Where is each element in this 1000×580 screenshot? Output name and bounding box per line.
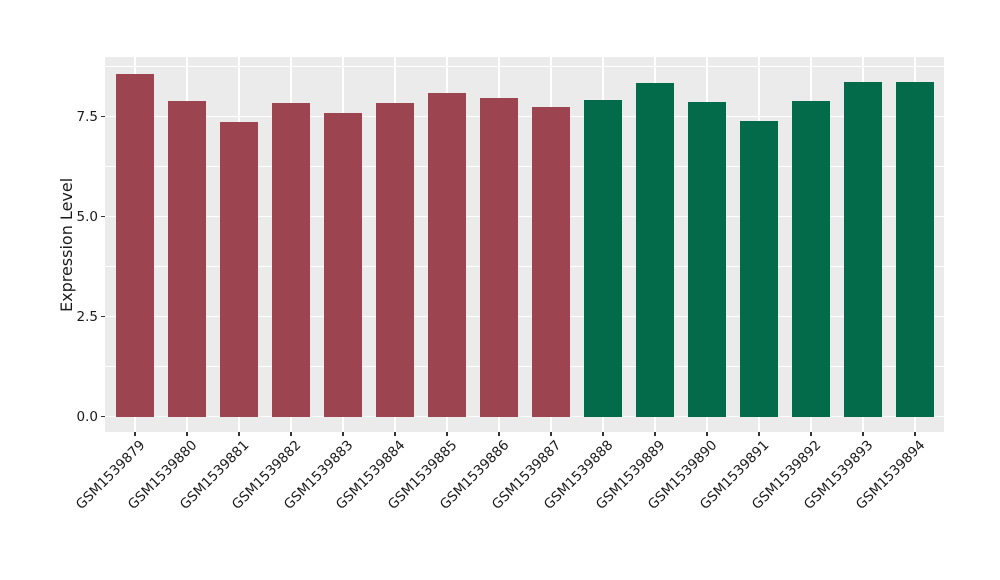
x-tick-mark (342, 431, 344, 436)
y-tick-mark (100, 115, 105, 118)
gridline-minor (105, 166, 944, 168)
bar (688, 102, 726, 417)
gridline-major (105, 116, 944, 118)
gridline-major (105, 416, 944, 418)
gridline-major (105, 216, 944, 218)
x-tick-mark (238, 431, 240, 436)
bar (792, 100, 830, 417)
x-tick-mark (446, 431, 448, 436)
bar (584, 100, 622, 417)
x-tick-mark (134, 431, 136, 436)
plot-panel (105, 57, 944, 432)
bar (532, 107, 570, 417)
gridline-minor (105, 366, 944, 368)
bar (740, 121, 778, 417)
x-tick-mark (914, 431, 916, 436)
gridline-major (105, 316, 944, 318)
x-tick-mark (290, 431, 292, 436)
y-tick-label: 5.0 (76, 208, 98, 225)
gridline-minor (105, 266, 944, 268)
x-tick-mark (810, 431, 812, 436)
bar (168, 100, 206, 417)
y-tick-label: 7.5 (76, 108, 98, 125)
x-tick-mark (550, 431, 552, 436)
bar (376, 102, 414, 417)
bar (636, 83, 674, 417)
x-tick-mark (602, 431, 604, 436)
y-tick-mark (100, 215, 105, 218)
bar (480, 98, 518, 417)
x-tick-mark (394, 431, 396, 436)
bar (324, 112, 362, 417)
y-tick-mark (100, 415, 105, 418)
y-tick-label: 0.0 (76, 408, 98, 425)
x-tick-mark (498, 431, 500, 436)
bar (896, 81, 934, 417)
bar (428, 93, 466, 417)
x-tick-mark (186, 431, 188, 436)
x-tick-mark (654, 431, 656, 436)
x-tick-mark (862, 431, 864, 436)
x-tick-mark (706, 431, 708, 436)
bar (220, 121, 258, 417)
bar (116, 73, 154, 417)
y-tick-label: 2.5 (76, 308, 98, 325)
gridline-minor (105, 66, 944, 68)
bar (272, 103, 310, 417)
y-tick-mark (100, 315, 105, 318)
bar (844, 81, 882, 417)
x-tick-mark (758, 431, 760, 436)
